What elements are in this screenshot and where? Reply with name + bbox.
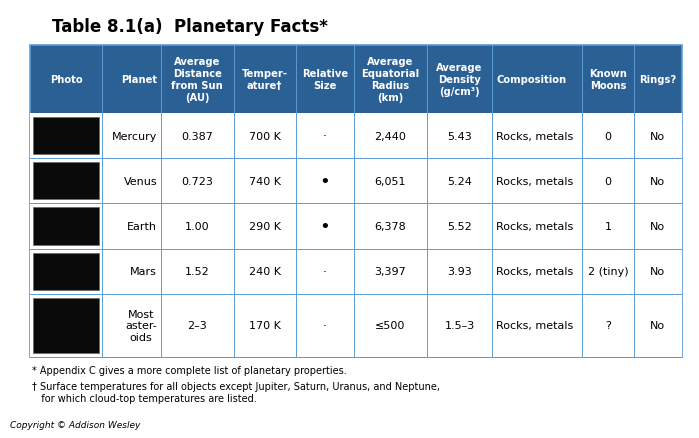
- Text: No: No: [650, 177, 665, 186]
- Text: 700 K: 700 K: [249, 131, 280, 141]
- Text: Rocks, metals: Rocks, metals: [496, 222, 573, 231]
- Bar: [30, 46, 682, 357]
- Bar: [33, 163, 99, 200]
- Text: * Appendix C gives a more complete list of planetary properties.: * Appendix C gives a more complete list …: [32, 365, 347, 375]
- Text: Planet: Planet: [121, 75, 157, 85]
- Text: 0: 0: [605, 177, 612, 186]
- Text: ·: ·: [323, 130, 327, 143]
- Text: 3.93: 3.93: [447, 267, 472, 276]
- Text: 3,397: 3,397: [375, 267, 406, 276]
- Text: 6,378: 6,378: [375, 222, 406, 231]
- Text: † Surface temperatures for all objects except Jupiter, Saturn, Uranus, and Neptu: † Surface temperatures for all objects e…: [32, 381, 440, 403]
- Text: Table 8.1(a)  Planetary Facts*: Table 8.1(a) Planetary Facts*: [52, 18, 328, 36]
- Text: 0: 0: [605, 131, 612, 141]
- Text: Copyright © Addison Wesley: Copyright © Addison Wesley: [10, 420, 140, 429]
- Bar: [30, 159, 682, 204]
- Text: Most
aster-
oids: Most aster- oids: [125, 309, 157, 342]
- Text: Average
Distance
from Sun
(AU): Average Distance from Sun (AU): [171, 57, 223, 103]
- Text: Composition: Composition: [496, 75, 566, 85]
- Text: Rocks, metals: Rocks, metals: [496, 131, 573, 141]
- Bar: [30, 114, 682, 159]
- Text: Rocks, metals: Rocks, metals: [496, 321, 573, 331]
- Text: 2–3: 2–3: [187, 321, 207, 331]
- Text: Earth: Earth: [127, 222, 157, 231]
- Bar: [30, 46, 682, 114]
- Text: Known
Moons: Known Moons: [589, 69, 627, 91]
- Text: ?: ?: [605, 321, 611, 331]
- Text: 2,440: 2,440: [375, 131, 406, 141]
- Text: •: •: [319, 173, 331, 191]
- Text: 5.43: 5.43: [447, 131, 472, 141]
- Text: No: No: [650, 131, 665, 141]
- Text: •: •: [319, 217, 331, 236]
- Text: Mercury: Mercury: [112, 131, 157, 141]
- Text: No: No: [650, 222, 665, 231]
- Text: 0.387: 0.387: [181, 131, 213, 141]
- Text: 290 K: 290 K: [249, 222, 280, 231]
- Text: 1.52: 1.52: [185, 267, 210, 276]
- Text: 5.24: 5.24: [447, 177, 472, 186]
- Text: 1.00: 1.00: [185, 222, 210, 231]
- Text: 0.723: 0.723: [181, 177, 213, 186]
- Text: 1.5–3: 1.5–3: [445, 321, 475, 331]
- Text: Venus: Venus: [124, 177, 157, 186]
- Text: 240 K: 240 K: [249, 267, 280, 276]
- Bar: [33, 253, 99, 290]
- Bar: [30, 204, 682, 249]
- Text: 6,051: 6,051: [375, 177, 406, 186]
- Text: Rocks, metals: Rocks, metals: [496, 267, 573, 276]
- Text: No: No: [650, 321, 665, 331]
- Bar: [30, 294, 682, 357]
- Text: ≤500: ≤500: [375, 321, 405, 331]
- Text: 2 (tiny): 2 (tiny): [588, 267, 628, 276]
- Text: 740 K: 740 K: [249, 177, 280, 186]
- Text: No: No: [650, 267, 665, 276]
- Text: Rocks, metals: Rocks, metals: [496, 177, 573, 186]
- Text: ·: ·: [323, 265, 327, 278]
- Bar: [33, 118, 99, 155]
- Text: Rings?: Rings?: [639, 75, 677, 85]
- Text: Average
Equatorial
Radius
(km): Average Equatorial Radius (km): [361, 57, 419, 103]
- Text: Photo: Photo: [50, 75, 82, 85]
- Text: Mars: Mars: [130, 267, 157, 276]
- Text: 5.52: 5.52: [447, 222, 472, 231]
- Text: 170 K: 170 K: [249, 321, 280, 331]
- Bar: [33, 208, 99, 245]
- Text: Relative
Size: Relative Size: [302, 69, 348, 91]
- Text: ·: ·: [323, 319, 327, 332]
- Bar: [33, 298, 99, 353]
- Text: Average
Density
(g/cm³): Average Density (g/cm³): [436, 63, 483, 97]
- Bar: [30, 249, 682, 294]
- Text: Temper-
ature†: Temper- ature†: [242, 69, 287, 91]
- Text: 1: 1: [605, 222, 612, 231]
